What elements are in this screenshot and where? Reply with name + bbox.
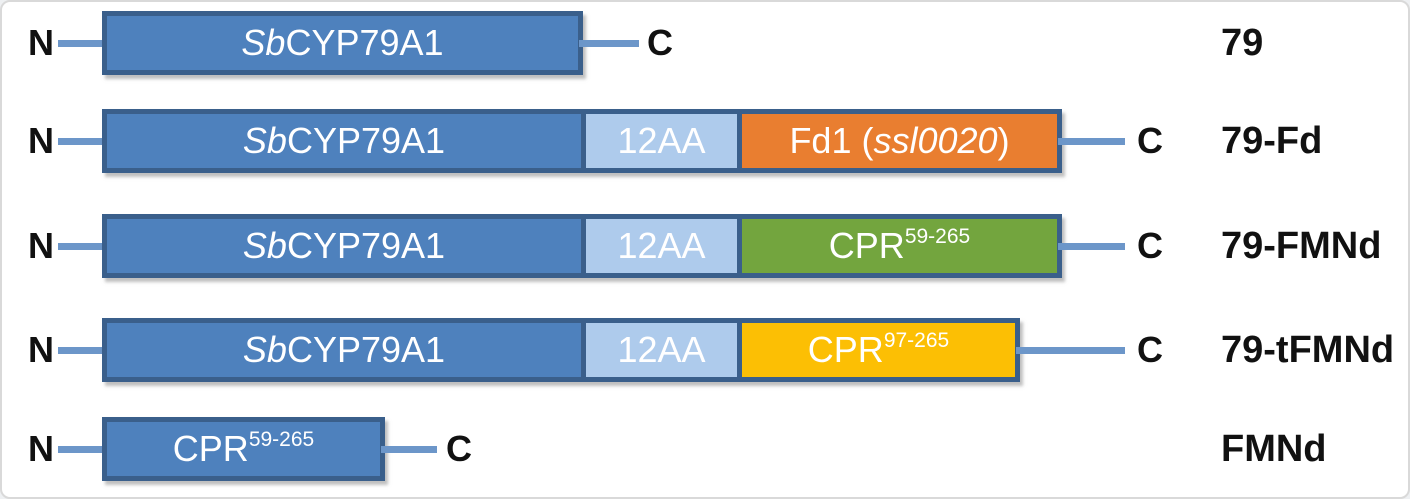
- domain-sbcyp79a1: SbCYP79A1: [107, 219, 581, 273]
- domain-cpr-59-265: CPR59-265: [107, 422, 380, 476]
- domain-sbcyp79a1: SbCYP79A1: [107, 114, 581, 168]
- n-terminus-label: N: [28, 329, 54, 370]
- domain-label: CPR59-265: [828, 225, 971, 266]
- n-linker-line: [58, 446, 106, 453]
- c-linker-line: [381, 446, 437, 453]
- construct-bar: SbCYP79A1 12AA Fd1 (ssl0020): [102, 109, 1062, 173]
- construct-name: 79-tFMNd: [1221, 329, 1395, 371]
- n-terminus-label: N: [28, 22, 54, 63]
- construct-bar: SbCYP79A1 12AA CPR97-265: [102, 318, 1020, 382]
- construct-row-79-fmnd: N SbCYP79A1 12AA CPR59-265 C 79-FMNd: [2, 210, 1408, 290]
- domain-label: SbCYP79A1: [242, 120, 446, 161]
- c-linker-line: [1058, 243, 1125, 250]
- construct-bar: CPR59-265: [102, 417, 385, 481]
- construct-row-79-fd: N SbCYP79A1 12AA Fd1 (ssl0020) C 79-Fd: [2, 105, 1408, 185]
- construct-name: 79-Fd: [1221, 120, 1323, 162]
- c-terminus-label: C: [446, 428, 472, 469]
- c-linker-line: [1058, 138, 1125, 145]
- domain-sbcyp79a1: SbCYP79A1: [107, 16, 578, 70]
- c-terminus-label: C: [1137, 120, 1163, 161]
- n-linker-line: [58, 347, 106, 354]
- linker-12aa: 12AA: [586, 323, 737, 377]
- domain-fd1-ssl0020: Fd1 (ssl0020): [742, 114, 1057, 168]
- domain-label: CPR59-265: [172, 428, 315, 469]
- construct-row-79: N SbCYP79A1 C 79: [2, 7, 1408, 87]
- construct-bar: SbCYP79A1 12AA CPR59-265: [102, 214, 1062, 278]
- c-terminus-label: C: [647, 22, 673, 63]
- domain-label: 12AA: [617, 329, 706, 370]
- linker-12aa: 12AA: [586, 114, 737, 168]
- c-terminus-label: C: [1137, 225, 1163, 266]
- construct-name: FMNd: [1221, 428, 1327, 470]
- n-terminus-label: N: [28, 120, 54, 161]
- c-linker-line: [1016, 347, 1125, 354]
- domain-cpr-59-265: CPR59-265: [742, 219, 1057, 273]
- domain-label: Fd1 (ssl0020): [789, 120, 1010, 161]
- domain-cpr-97-265: CPR97-265: [742, 323, 1015, 377]
- n-linker-line: [58, 40, 106, 47]
- domain-label: 12AA: [617, 120, 706, 161]
- n-linker-line: [58, 243, 106, 250]
- domain-label: SbCYP79A1: [241, 22, 444, 63]
- construct-row-79-tfmnd: N SbCYP79A1 12AA CPR97-265 C 79-tFMNd: [2, 314, 1408, 394]
- construct-bar: SbCYP79A1: [102, 11, 583, 75]
- domain-label: SbCYP79A1: [242, 329, 446, 370]
- n-linker-line: [58, 138, 106, 145]
- construct-name: 79-FMNd: [1221, 225, 1382, 267]
- c-terminus-label: C: [1137, 329, 1163, 370]
- n-terminus-label: N: [28, 428, 54, 469]
- c-linker-line: [579, 40, 639, 47]
- linker-12aa: 12AA: [586, 219, 737, 273]
- domain-sbcyp79a1: SbCYP79A1: [107, 323, 581, 377]
- construct-row-fmnd: N CPR59-265 C FMNd: [2, 413, 1408, 493]
- domain-label: 12AA: [617, 225, 706, 266]
- n-terminus-label: N: [28, 225, 54, 266]
- domain-label: SbCYP79A1: [242, 225, 446, 266]
- construct-name: 79: [1221, 22, 1264, 64]
- domain-label: CPR97-265: [807, 329, 950, 370]
